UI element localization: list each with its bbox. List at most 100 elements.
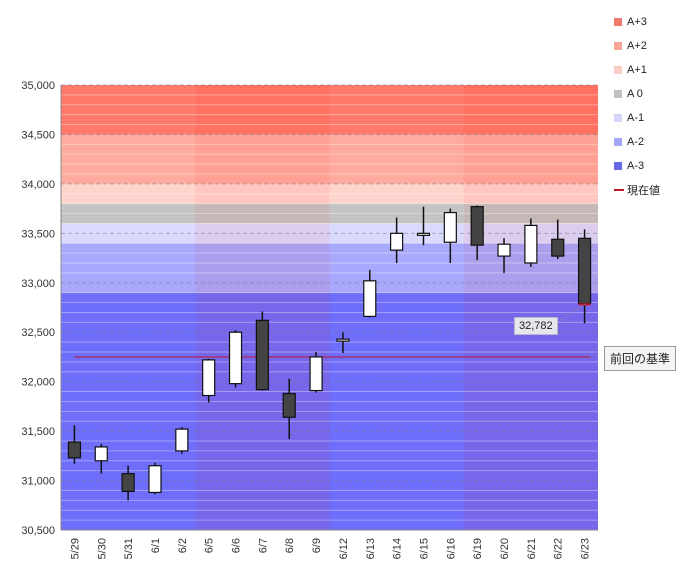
candle-body <box>470 206 484 246</box>
candle-body <box>121 473 135 493</box>
grid-lines <box>61 84 598 531</box>
candle <box>228 330 243 388</box>
axes <box>60 85 598 531</box>
x-tick-label: 6/2 <box>177 538 189 553</box>
candle <box>202 358 216 403</box>
candle <box>67 425 82 464</box>
legend-swatch <box>614 162 622 170</box>
week-shade <box>463 85 598 530</box>
candle-body <box>94 446 108 462</box>
y-tick-label: 34,500 <box>21 129 55 141</box>
x-tick-label: 6/1 <box>150 538 162 553</box>
candles <box>67 205 592 501</box>
x-tick-label: 6/7 <box>257 538 269 553</box>
x-tick-label: 6/15 <box>418 538 430 559</box>
x-tick-label: 6/16 <box>445 538 457 559</box>
candle-body <box>67 441 82 459</box>
candle-body <box>202 359 216 397</box>
legend-item: A 0 <box>614 82 660 106</box>
candle-body <box>497 243 511 257</box>
legend-item: A+2 <box>614 34 660 58</box>
x-tick-label: 6/13 <box>365 538 377 559</box>
candle-body <box>416 232 431 236</box>
legend-swatch <box>614 66 622 74</box>
candle <box>121 465 135 501</box>
candle-body <box>255 319 269 391</box>
candle <box>363 269 377 318</box>
candle-body <box>282 392 296 418</box>
y-tick-label: 34,000 <box>21 179 55 191</box>
candle <box>336 332 350 353</box>
legend-item: A-2 <box>614 130 660 154</box>
x-tick-label: 6/22 <box>553 538 565 559</box>
legend-swatch <box>614 18 622 26</box>
candle-body <box>390 232 404 251</box>
week-shade <box>195 85 330 530</box>
x-tick-label: 5/29 <box>69 538 81 559</box>
band-A0 <box>61 203 598 224</box>
legend-item: A-1 <box>614 106 660 130</box>
candle-body <box>336 338 350 342</box>
candle-body <box>363 280 377 317</box>
legend-label: A-3 <box>627 160 645 172</box>
candle <box>551 219 565 260</box>
y-tick-label: 32,500 <box>21 327 55 339</box>
x-tick-label: 6/19 <box>472 538 484 559</box>
legend-label: A+1 <box>627 64 647 76</box>
legend-swatch <box>614 189 624 191</box>
legend-label: A 0 <box>627 88 643 100</box>
candle <box>470 205 484 261</box>
x-tick-label: 5/30 <box>96 538 108 559</box>
current-value-label: 32,782 <box>514 317 558 335</box>
legend-item: A-3 <box>614 154 660 178</box>
candle-body <box>148 465 162 494</box>
candle <box>282 378 296 440</box>
x-tick-label: 5/31 <box>123 538 135 559</box>
legend-label: 現在値 <box>627 185 660 197</box>
candle <box>148 462 162 495</box>
candle-body <box>524 224 538 264</box>
legend: A+3 A+2 A+1 A 0 A-1 A-2 A-3 現在値 <box>614 10 660 202</box>
band-Aplus2 <box>61 134 598 184</box>
candle-body <box>443 211 457 243</box>
y-tick-label: 33,500 <box>21 228 55 240</box>
y-axis-ticks: 30,500 31,000 31,500 32,000 32,500 33,000 33,5… <box>21 80 55 537</box>
legend-label: A-1 <box>627 112 645 124</box>
x-tick-label: 6/9 <box>311 538 323 553</box>
candle <box>497 238 511 273</box>
legend-item: 現在値 <box>614 178 660 202</box>
candle <box>255 311 269 391</box>
current-value-leader <box>556 303 585 323</box>
x-tick-label: 6/6 <box>231 538 243 553</box>
candle-body <box>175 428 189 452</box>
y-tick-label: 33,000 <box>21 278 55 290</box>
candle <box>443 208 457 263</box>
legend-swatch <box>614 114 622 122</box>
y-tick-label: 30,500 <box>21 525 55 537</box>
x-axis-ticks: 5/29 5/30 5/31 6/1 6/2 6/5 6/6 6/7 6/8 6/9 6/12 6/1… <box>69 538 591 559</box>
legend-item: A+3 <box>614 10 660 34</box>
x-tick-label: 6/12 <box>338 538 350 559</box>
candle-body <box>551 238 565 257</box>
candle <box>94 443 108 474</box>
y-tick-label: 31,500 <box>21 426 55 438</box>
y-tick-label: 35,000 <box>21 80 55 92</box>
reference-line-label: 前回の基準 <box>604 346 677 371</box>
legend-label: A+2 <box>627 40 647 52</box>
x-tick-label: 6/21 <box>526 538 538 559</box>
y-tick-label: 31,000 <box>21 476 55 488</box>
candle <box>175 427 189 454</box>
x-tick-label: 6/5 <box>204 538 216 553</box>
legend-label: A-2 <box>627 136 645 148</box>
band-Aplus3 <box>61 85 598 135</box>
x-tick-label: 6/20 <box>499 538 511 559</box>
legend-item: A+1 <box>614 58 660 82</box>
candle <box>309 352 323 393</box>
legend-swatch <box>614 90 622 98</box>
candle-body <box>228 331 243 385</box>
candle-body <box>309 356 323 392</box>
x-tick-label: 6/14 <box>392 538 404 559</box>
x-tick-label: 6/23 <box>580 538 592 559</box>
x-tick-label: 6/8 <box>284 538 296 553</box>
